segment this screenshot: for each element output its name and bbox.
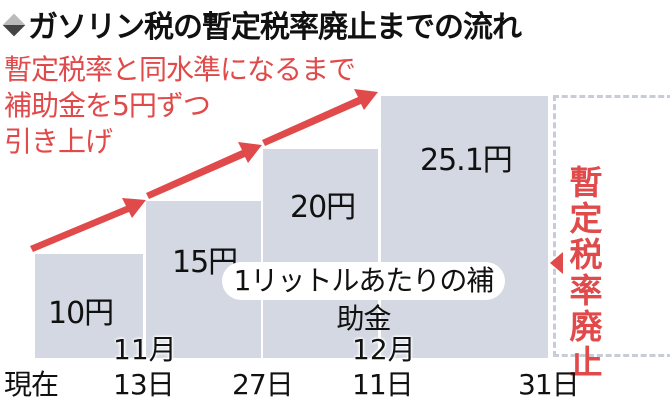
bar-value-label: 20円: [290, 190, 356, 226]
abolition-label: 暫定税率廃止: [569, 163, 603, 382]
arrow-1: [30, 198, 146, 252]
note-line: 補助金を5円ずつ: [4, 89, 211, 122]
bar: [35, 253, 143, 358]
subsidy-label-pill: 1リットルあたりの補助金: [222, 262, 505, 335]
x-tick: 13日: [113, 368, 175, 400]
bar: [381, 95, 548, 358]
bar-value-label: 25.1円: [420, 143, 513, 179]
x-tick: 31日: [518, 368, 580, 400]
note-line: 引き上げ: [4, 125, 113, 158]
bar-value-label: 10円: [48, 295, 114, 331]
bar: [263, 149, 378, 358]
annotation-note: 暫定税率と同水準になるまで 補助金を5円ずつ 引き上げ: [4, 52, 356, 160]
chart-title: ガソリン税の暫定税率廃止までの流れ: [2, 2, 522, 46]
month-label: 12月: [352, 333, 416, 366]
month-label: 11月: [113, 333, 177, 366]
x-tick: 27日: [232, 368, 294, 400]
arrow-3: [262, 89, 378, 146]
title-text: ガソリン税の暫定税率廃止までの流れ: [28, 10, 522, 45]
abolition-period-box: [553, 95, 670, 357]
arrow-2: [146, 142, 262, 199]
note-line: 暫定税率と同水準になるまで: [4, 53, 356, 86]
x-tick: 現在: [4, 368, 59, 400]
x-tick: 11日: [352, 368, 414, 400]
triangle-pointer-icon: [550, 252, 563, 274]
